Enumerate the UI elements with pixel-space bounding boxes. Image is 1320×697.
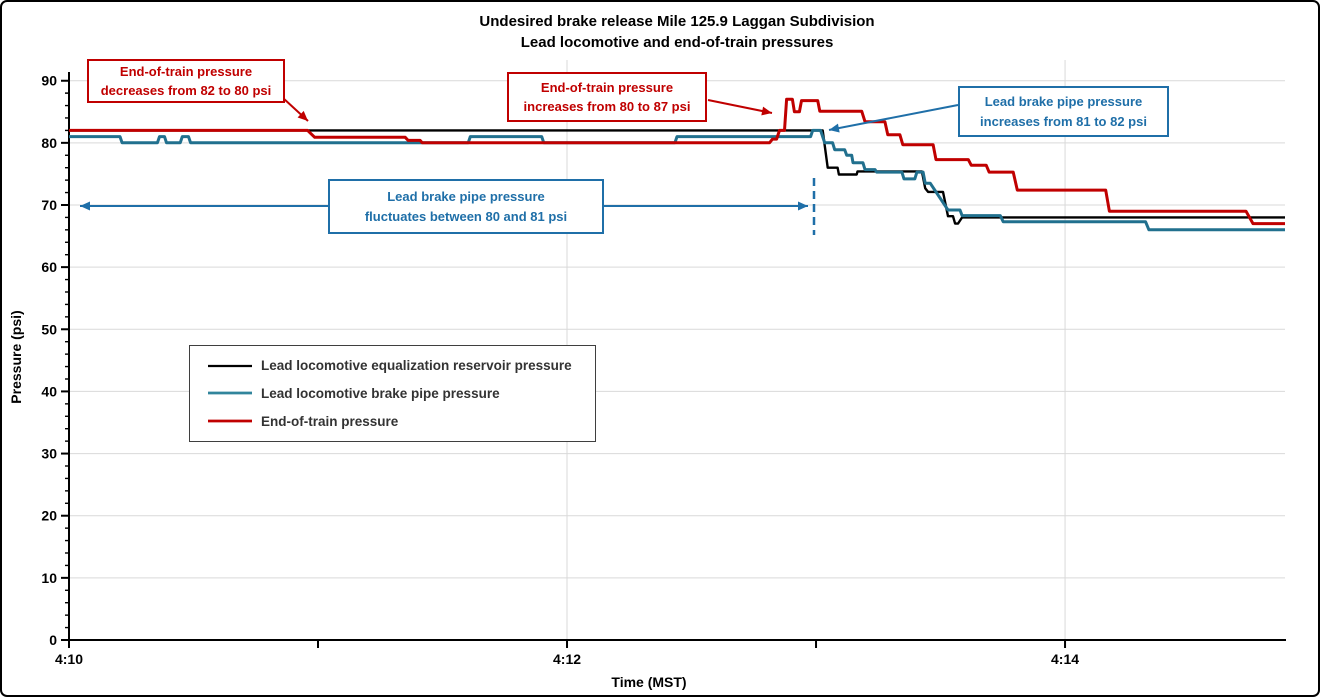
annotation-text: End-of-train pressure xyxy=(540,79,674,95)
chart-title-line1: Undesired brake release Mile 125.9 Lagga… xyxy=(479,13,875,30)
x-tick-label: 4:10 xyxy=(55,651,83,667)
y-tick-label: 20 xyxy=(41,508,57,524)
legend-item: Lead locomotive equalization reservoir p… xyxy=(208,358,595,373)
annotation-text: increases from 80 to 87 psi xyxy=(523,99,691,114)
annotation-brakepipe-fluctuates: Lead brake pipe pressure fluctuates betw… xyxy=(328,179,604,234)
chart-title: Undesired brake release Mile 125.9 Lagga… xyxy=(69,11,1285,53)
legend-label: Lead locomotive equalization reservoir p… xyxy=(261,358,572,374)
legend-label: Lead locomotive brake pipe pressure xyxy=(261,385,500,401)
arrowhead xyxy=(80,201,90,211)
y-tick-label: 30 xyxy=(41,446,57,462)
y-tick-label: 60 xyxy=(41,259,57,275)
y-tick-label: 10 xyxy=(41,570,57,586)
series-equalization-reservoir xyxy=(69,129,1285,225)
arrowhead xyxy=(761,106,772,116)
chart-title-line2: Lead locomotive and end-of-train pressur… xyxy=(520,34,834,51)
annotation-brakepipe-increase: Lead brake pipe pressure increases from … xyxy=(958,86,1169,137)
legend-item: End-of-train pressure xyxy=(208,414,595,429)
arrowhead xyxy=(798,201,808,211)
y-tick-label: 40 xyxy=(41,383,57,399)
annotation-text: Lead brake pipe pressure xyxy=(387,189,545,204)
legend-line-sample xyxy=(208,419,252,423)
y-tick-label: 0 xyxy=(49,632,57,648)
legend-label: End-of-train pressure xyxy=(261,413,399,429)
annotation-text: fluctuates between 80 and 81 psi xyxy=(364,208,568,224)
series-brake-pipe xyxy=(69,128,1285,232)
annotation-text: Lead brake pipe pressure xyxy=(984,94,1143,109)
x-tick-label: 4:12 xyxy=(553,651,581,667)
y-tick-label: 90 xyxy=(41,73,57,89)
annotation-text: decreases from 82 to 80 psi xyxy=(100,83,272,98)
legend-item: Lead locomotive brake pipe pressure xyxy=(208,386,595,401)
series-end-of-train xyxy=(69,97,1285,226)
y-tick-label: 80 xyxy=(41,135,57,151)
y-axis-title: Pressure (psi) xyxy=(8,310,24,404)
annotation-text: increases from 81 to 82 psi xyxy=(980,113,1147,129)
y-tick-label: 70 xyxy=(41,197,57,213)
x-tick-label: 4:14 xyxy=(1051,651,1079,667)
annotation-text: End-of-train pressure xyxy=(119,63,253,79)
x-axis-title: Time (MST) xyxy=(611,674,687,690)
y-tick-label: 50 xyxy=(41,321,57,337)
annotation-eot-increase: End-of-train pressure increases from 80 … xyxy=(507,72,707,122)
legend-line-sample xyxy=(208,392,252,395)
legend-line-sample xyxy=(208,364,252,367)
legend-box: Lead locomotive equalization reservoir p… xyxy=(189,345,596,442)
arrowhead xyxy=(829,123,840,133)
annotation-eot-decrease: End-of-train pressure decreases from 82 … xyxy=(87,59,285,103)
arrowhead xyxy=(297,110,308,121)
